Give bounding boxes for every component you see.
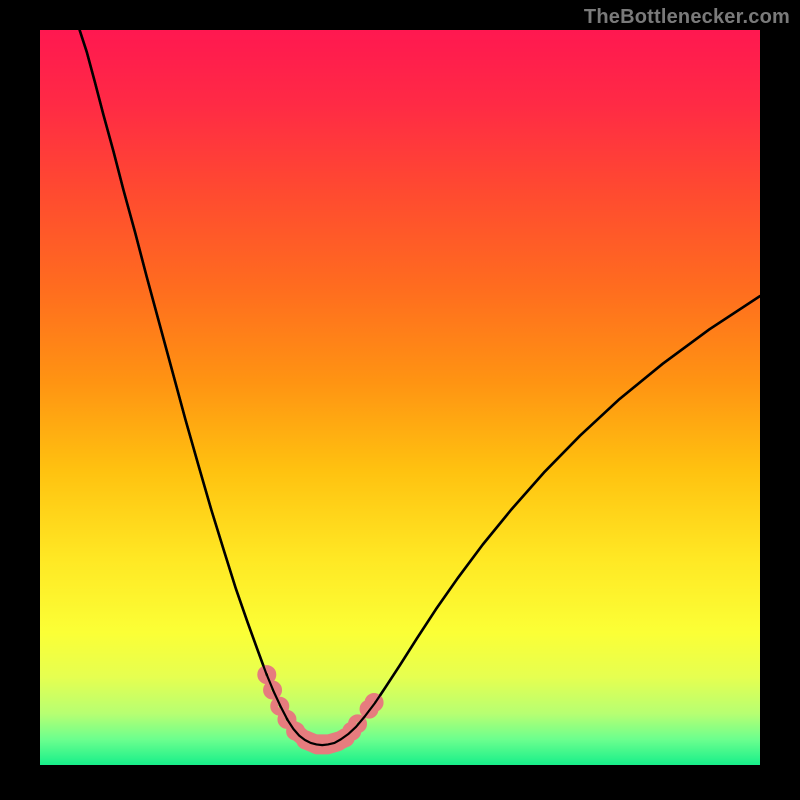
plot-area (40, 30, 760, 765)
plot-svg (40, 30, 760, 765)
watermark-text: TheBottlenecker.com (584, 6, 790, 29)
chart-canvas: TheBottlenecker.com (0, 0, 800, 800)
gradient-background (40, 30, 760, 765)
